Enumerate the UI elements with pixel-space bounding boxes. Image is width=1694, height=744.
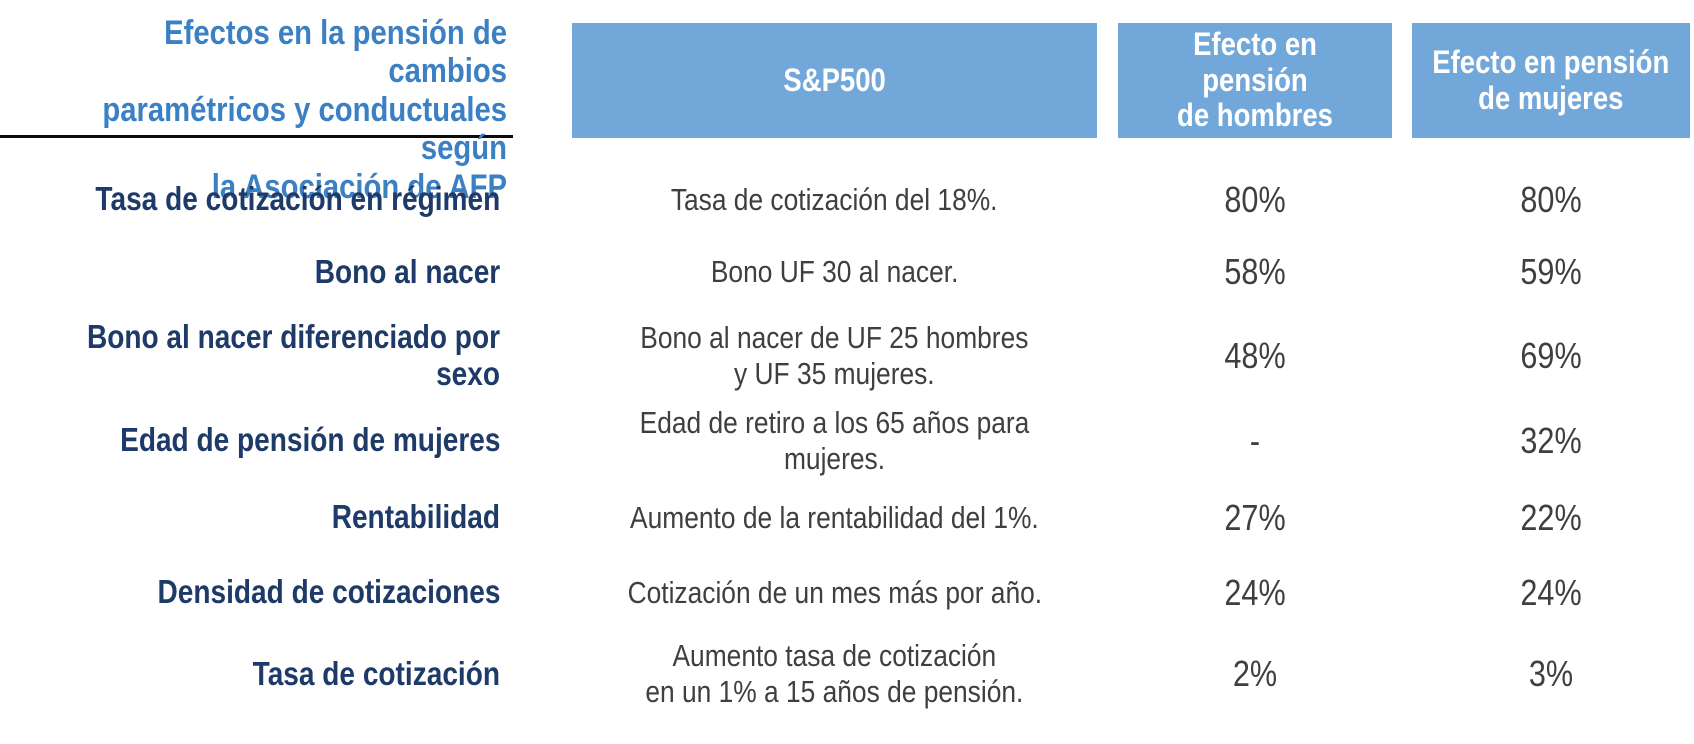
row-label: Bono al nacer: [0, 252, 513, 290]
row-label: Densidad de cotizaciones: [0, 573, 513, 611]
column-header-men-label: Efecto en pensión de hombres: [1177, 25, 1333, 134]
value-men: 80%: [1118, 178, 1392, 220]
column-gap: [513, 23, 572, 138]
row-description-text: Aumento de la rentabilidad del 1%.: [630, 499, 1039, 535]
value-men-text: 48%: [1224, 334, 1286, 376]
value-women: 22%: [1412, 496, 1690, 538]
row-label: Tasa de cotización: [0, 654, 513, 692]
value-women-text: 59%: [1520, 251, 1582, 293]
row-label: Bono al nacer diferenciado por sexo: [0, 319, 513, 392]
column-gap: [1392, 23, 1412, 138]
table-row: Bono al nacer diferenciado por sexo Bono…: [0, 311, 1694, 400]
row-label-text: Tasa de cotización en régimen: [95, 180, 500, 218]
row-description: Cotización de un mes más por año.: [572, 575, 1097, 611]
table-header-row: Efectos en la pensión de cambios paramét…: [0, 14, 1694, 206]
row-description: Tasa de cotización del 18%.: [572, 182, 1097, 218]
row-description: Bono al nacer de UF 25 hombres y UF 35 m…: [572, 320, 1097, 391]
value-women-text: 69%: [1520, 334, 1582, 376]
value-men: 58%: [1118, 253, 1392, 291]
row-description: Aumento de la rentabilidad del 1%.: [572, 500, 1097, 536]
row-label-text: Bono al nacer: [314, 252, 500, 290]
row-description-text: Cotización de un mes más por año.: [627, 574, 1042, 610]
value-women-text: 80%: [1520, 178, 1582, 220]
value-women: 3%: [1412, 655, 1690, 693]
value-women-text: 22%: [1520, 496, 1582, 538]
column-header-scenario: S&P500: [572, 23, 1097, 138]
table-row: Densidad de cotizaciones Cotización de u…: [0, 554, 1694, 631]
value-men: -: [1118, 419, 1392, 461]
value-women-text: 24%: [1520, 571, 1582, 613]
row-label-text: Densidad de cotizaciones: [157, 573, 500, 611]
row-description-text: Aumento tasa de cotización en un 1% a 15…: [645, 638, 1024, 709]
table-row: Bono al nacer Bono UF 30 al nacer. 58% 5…: [0, 233, 1694, 311]
value-men: 48%: [1118, 334, 1392, 376]
row-description-text: Edad de retiro a los 65 años para mujere…: [639, 404, 1030, 476]
row-description-text: Bono UF 30 al nacer.: [710, 254, 959, 290]
table-row: Rentabilidad Aumento de la rentabilidad …: [0, 481, 1694, 554]
value-women: 69%: [1412, 334, 1690, 376]
value-men-text: 80%: [1224, 178, 1286, 220]
column-header-women: Efecto en pensión de mujeres: [1412, 23, 1690, 138]
row-label-text: Edad de pensión de mujeres: [119, 421, 500, 459]
row-description: Bono UF 30 al nacer.: [572, 254, 1097, 290]
value-women: 59%: [1412, 253, 1690, 291]
row-label-text: Rentabilidad: [331, 498, 500, 536]
row-description: Aumento tasa de cotización en un 1% a 15…: [572, 638, 1097, 709]
value-women: 24%: [1412, 571, 1690, 613]
value-women: 80%: [1412, 178, 1690, 220]
value-men-text: 24%: [1224, 571, 1286, 613]
table-row: Tasa de cotización Aumento tasa de cotiz…: [0, 631, 1694, 717]
value-women-text: 3%: [1528, 653, 1574, 695]
value-men-text: 2%: [1232, 653, 1278, 695]
row-description-text: Tasa de cotización del 18%.: [671, 181, 998, 217]
row-label: Edad de pensión de mujeres: [0, 421, 513, 459]
column-gap: [1097, 23, 1118, 138]
row-description-text: Bono al nacer de UF 25 hombres y UF 35 m…: [640, 319, 1029, 391]
column-header-scenario-label: S&P500: [783, 61, 886, 98]
value-women: 32%: [1412, 419, 1690, 461]
table-title: Efectos en la pensión de cambios paramét…: [0, 14, 513, 206]
row-label: Tasa de cotización en régimen: [0, 180, 513, 218]
row-description: Edad de retiro a los 65 años para mujere…: [572, 405, 1097, 476]
table-title-text: Efectos en la pensión de cambios paramét…: [102, 14, 507, 206]
value-men-text: -: [1249, 419, 1261, 461]
value-men: 24%: [1118, 571, 1392, 613]
row-label-text: Bono al nacer diferenciado por sexo: [86, 318, 500, 392]
row-label: Rentabilidad: [0, 498, 513, 536]
value-men: 2%: [1118, 655, 1392, 693]
table-row: Edad de pensión de mujeres Edad de retir…: [0, 400, 1694, 481]
value-men-text: 27%: [1224, 496, 1286, 538]
column-header-women-label: Efecto en pensión de mujeres: [1432, 43, 1670, 116]
value-men-text: 58%: [1224, 251, 1286, 293]
table-row: Tasa de cotización en régimen Tasa de co…: [0, 166, 1694, 233]
value-men: 27%: [1118, 496, 1392, 538]
row-label-text: Tasa de cotización: [252, 654, 500, 692]
column-header-men: Efecto en pensión de hombres: [1118, 23, 1392, 138]
value-women-text: 32%: [1520, 419, 1582, 461]
